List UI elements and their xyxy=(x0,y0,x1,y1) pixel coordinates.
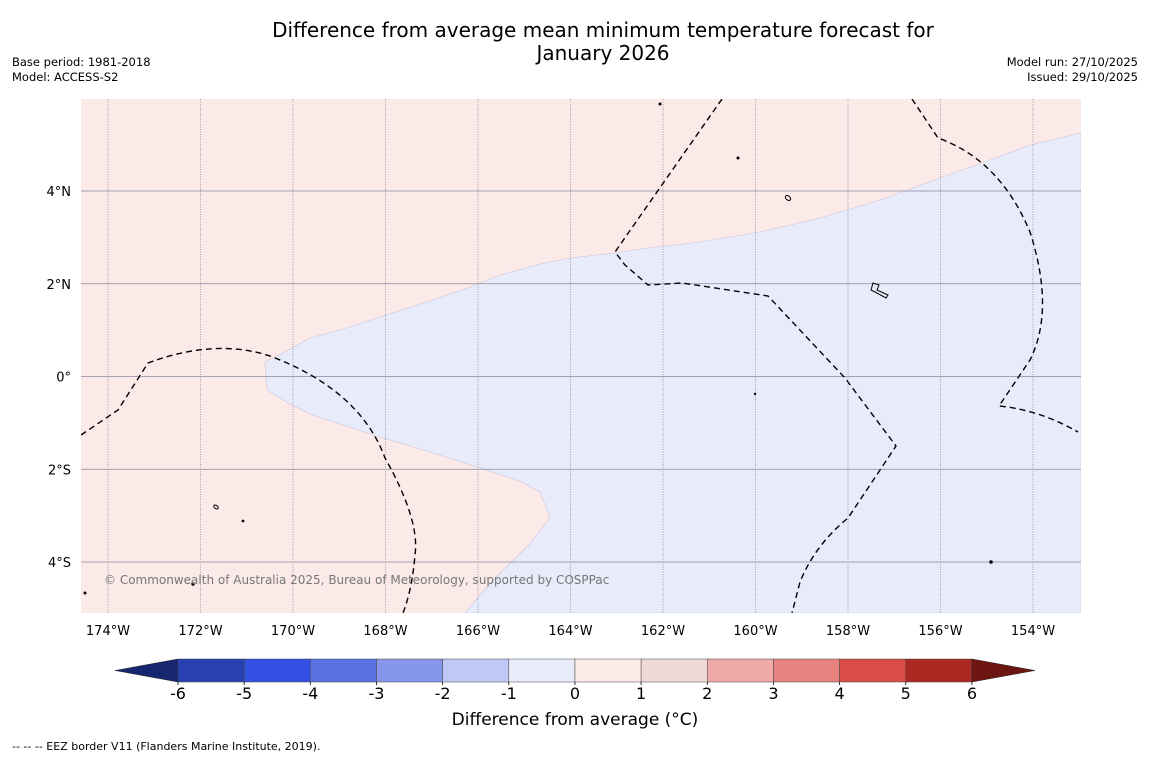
colorbar-tick-label: -6 xyxy=(170,684,186,703)
latitude-label: 4°S xyxy=(48,556,71,571)
colorbar-swatch xyxy=(707,658,774,683)
longitude-label: 156°W xyxy=(918,624,962,639)
island-7 xyxy=(241,519,245,523)
colorbar-tick-label: -2 xyxy=(435,684,451,703)
islands xyxy=(83,102,993,595)
longitude-label: 160°W xyxy=(733,624,777,639)
colorbar-swatch xyxy=(508,658,576,683)
island-9 xyxy=(989,560,993,564)
longitude-label: 162°W xyxy=(641,624,685,639)
eez-border-east xyxy=(911,99,1079,433)
model-name: Model: ACCESS-S2 xyxy=(12,70,119,84)
colorbar-tick-label: -1 xyxy=(501,684,517,703)
colorbar-swatch xyxy=(376,658,443,683)
island-8 xyxy=(191,582,195,586)
longitude-label: 154°W xyxy=(1011,624,1055,639)
latitude-label: 4°N xyxy=(47,185,72,200)
map-gridlines xyxy=(81,99,1081,613)
map-title: Difference from average mean minimum tem… xyxy=(200,19,1006,65)
base-period: Base period: 1981-2018 xyxy=(12,55,151,69)
colorbar-tick-label: -4 xyxy=(302,684,318,703)
longitude-label: 168°W xyxy=(363,624,407,639)
colorbar: -6 -5 -4 -3 -2 -1 0 1 2 3 4 5 6 xyxy=(114,658,1036,703)
island-10 xyxy=(83,591,87,595)
title-line-2: January 2026 xyxy=(536,41,670,65)
longitude-label: 174°W xyxy=(86,624,130,639)
latitude-label: 0° xyxy=(56,371,71,386)
colorbar-swatch xyxy=(773,658,840,683)
copyright-notice: © Commonwealth of Australia 2025, Bureau… xyxy=(104,573,609,587)
title-line-1: Difference from average mean minimum tem… xyxy=(272,18,934,42)
cool-region xyxy=(264,132,1081,613)
eez-border-central xyxy=(614,99,897,613)
latitude-labels: 4°N 2°N 0° 2°S 4°S xyxy=(47,185,72,571)
colorbar-tick-label: 6 xyxy=(967,684,977,703)
colorbar-tick-label: 3 xyxy=(768,684,778,703)
longitude-label: 172°W xyxy=(178,624,222,639)
colorbar-max-extend xyxy=(971,658,1036,683)
colorbar-tick-label: -5 xyxy=(236,684,252,703)
colorbar-swatch xyxy=(839,658,907,683)
longitude-label: 166°W xyxy=(456,624,500,639)
colorbar-tick-label: 0 xyxy=(570,684,580,703)
longitude-labels: 174°W 172°W 170°W 168°W 166°W 164°W 162°W 160°W… xyxy=(86,624,1055,639)
meta-left: Base period: 1981-2018 Model: ACCESS-S2 xyxy=(12,55,151,85)
eez-footnote: -- -- -- EEZ border V11 (Flanders Marine… xyxy=(12,740,321,753)
colorbar-tick-label: 1 xyxy=(636,684,646,703)
map-plot-area xyxy=(81,99,1081,613)
island-1 xyxy=(784,195,792,201)
meta-right: Model run: 27/10/2025 Issued: 29/10/2025 xyxy=(1007,55,1138,85)
longitude-label: 170°W xyxy=(271,624,315,639)
eez-border-west xyxy=(81,347,417,613)
colorbar-label: Difference from average (°C) xyxy=(451,710,699,730)
model-run: Model run: 27/10/2025 xyxy=(1006,55,1138,69)
colorbar-swatch xyxy=(442,658,510,683)
colorbar-swatch xyxy=(640,658,708,683)
colorbar-swatch xyxy=(310,658,377,683)
island-6 xyxy=(753,392,757,396)
latitude-label: 2°S xyxy=(48,463,71,478)
colorbar-swatch xyxy=(574,658,642,683)
colorbar-tick-label: 2 xyxy=(702,684,712,703)
colorbar-swatch xyxy=(243,658,311,683)
island-5 xyxy=(736,156,740,160)
colorbar-swatch xyxy=(177,658,245,683)
colorbar-min-extend xyxy=(114,658,179,683)
colorbar-tick-label: 5 xyxy=(901,684,911,703)
colorbar-tick-label: -3 xyxy=(369,684,385,703)
colorbar-swatch xyxy=(905,658,973,683)
island-2 xyxy=(870,282,889,299)
island-4 xyxy=(658,102,662,106)
colorbar-tick-label: 4 xyxy=(835,684,845,703)
latitude-label: 2°N xyxy=(47,278,72,293)
eez-borders xyxy=(81,99,1079,613)
longitude-label: 164°W xyxy=(548,624,592,639)
island-3 xyxy=(213,504,219,510)
issued-date: Issued: 29/10/2025 xyxy=(1027,70,1138,84)
longitude-label: 158°W xyxy=(826,624,870,639)
